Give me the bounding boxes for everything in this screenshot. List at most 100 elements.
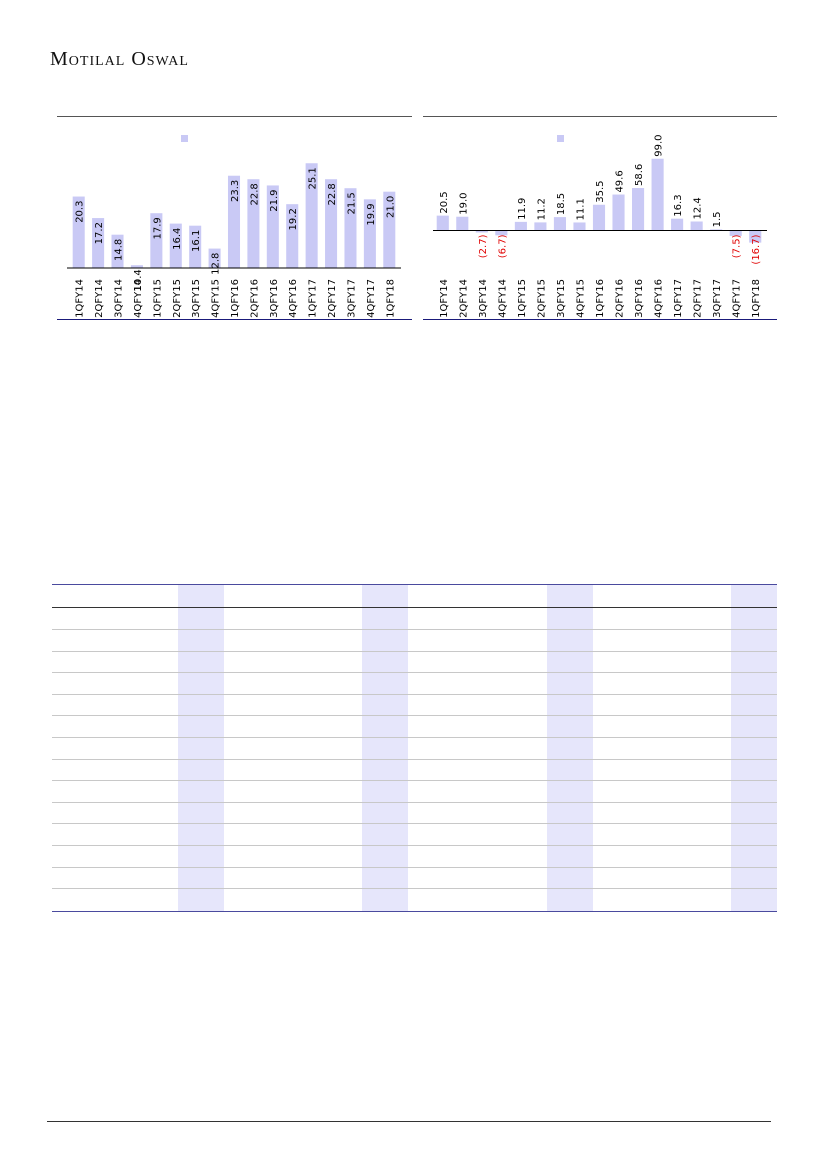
bar [72, 196, 85, 268]
x-tick-label: 4QFY16 [288, 279, 299, 318]
table-row-divider [52, 629, 777, 630]
data-label: 25.1 [308, 167, 319, 189]
table-row-divider [52, 737, 777, 738]
x-tick-label: 1QFY16 [595, 279, 606, 318]
x-tick-label: 2QFY17 [327, 279, 338, 318]
bar [227, 175, 241, 268]
bar [475, 230, 488, 233]
bar [632, 188, 645, 231]
x-tick-label: 2QFY16 [249, 279, 260, 318]
data-label: 19.9 [366, 203, 377, 225]
table-shaded-column [178, 585, 224, 911]
x-tick-label: 1QFY17 [673, 279, 684, 318]
bar [710, 229, 723, 231]
x-tick-label: 4QFY16 [654, 279, 665, 318]
data-label: 58.6 [634, 164, 645, 186]
data-label: 11.2 [536, 198, 547, 220]
data-label: (16.7) [751, 234, 762, 264]
bar [325, 179, 338, 268]
x-tick-label: 4QFY15 [575, 279, 586, 318]
legend-swatch-right [557, 135, 564, 142]
bar [573, 222, 586, 231]
x-tick-label: 3QFY14 [114, 279, 125, 318]
bar [363, 199, 376, 268]
x-tick-label: 3QFY15 [556, 279, 567, 318]
data-label: 99.0 [654, 134, 665, 156]
x-tick-label: 4QFY17 [732, 279, 743, 318]
chart-right-svg: 20.5 1QFY14 19.0 2QFY14 (2.7) 3QFY14 (6.7) 4QFY… [433, 134, 767, 318]
table-row-divider [52, 801, 777, 803]
bar [208, 248, 221, 268]
bar [729, 230, 742, 236]
data-table [52, 584, 777, 912]
x-tick-label: 4QFY14 [497, 279, 508, 318]
table-shaded-column [362, 585, 408, 911]
table-row-divider [52, 715, 777, 717]
x-tick-label: 3QFY14 [478, 279, 489, 318]
x-tick-label: 1QFY15 [152, 279, 163, 318]
company-logo: Motilal Oswal [50, 48, 189, 70]
table-shaded-column [731, 585, 777, 911]
bar [92, 218, 105, 268]
bar [671, 218, 684, 231]
x-tick-label: 2QFY17 [693, 279, 704, 318]
table-row-divider [52, 693, 777, 695]
data-label: 11.1 [575, 198, 586, 220]
legend-swatch-left [181, 135, 188, 142]
data-label: 22.8 [249, 183, 260, 205]
bar [150, 213, 163, 268]
bar [247, 179, 260, 268]
bar [592, 204, 606, 231]
bar [612, 194, 625, 231]
data-label: 17.2 [94, 222, 105, 244]
data-label: 20.5 [439, 191, 450, 213]
data-label: 10.4 [133, 269, 144, 291]
data-label: 17.9 [152, 217, 163, 239]
data-label: 23.3 [230, 180, 241, 202]
x-tick-label: 1QFY18 [385, 279, 396, 318]
bar [553, 217, 566, 231]
table-shaded-column [547, 585, 593, 911]
bar [436, 215, 449, 231]
data-label: 18.5 [556, 193, 567, 215]
table-row-divider [52, 780, 777, 782]
data-label: 12.4 [693, 197, 704, 219]
x-tick-label: 1QFY14 [439, 279, 450, 318]
table-row-divider [52, 845, 777, 846]
data-label: 16.4 [172, 228, 183, 250]
bar [169, 223, 182, 268]
x-tick-label: 4QFY14 [133, 279, 144, 318]
bar [749, 230, 762, 243]
x-tick-label: 2QFY14 [94, 279, 105, 318]
data-label: 19.0 [458, 192, 469, 214]
data-label: 14.8 [114, 239, 125, 261]
bar [514, 221, 527, 231]
x-tick-label: 1QFY17 [308, 279, 319, 318]
data-label: (7.5) [732, 234, 743, 258]
table-row-divider [52, 823, 777, 825]
data-label: 22.8 [327, 183, 338, 205]
x-tick-label: 3QFY15 [191, 279, 202, 318]
x-tick-label: 3QFY16 [269, 279, 280, 318]
x-tick-label: 2QFY15 [536, 279, 547, 318]
bar [266, 185, 279, 268]
bar [111, 234, 124, 268]
x-tick-label: 4QFY15 [211, 279, 222, 318]
x-tick-label: 3QFY16 [634, 279, 645, 318]
chart-left: 20.3 1QFY14 17.2 2QFY14 14.8 3QFY14 10.4 4QFY14… [57, 116, 412, 320]
table-row-divider [52, 672, 777, 674]
data-label: 21.0 [385, 196, 396, 218]
x-tick-label: 1QFY14 [75, 279, 86, 318]
data-label: 1.5 [712, 212, 723, 228]
x-tick-label: 2QFY14 [458, 279, 469, 318]
data-label: 11.9 [517, 198, 528, 220]
table-row-divider [52, 758, 777, 760]
bar [305, 163, 318, 268]
table-row-divider [52, 866, 777, 868]
data-label: 49.6 [615, 170, 626, 192]
x-tick-label: 2QFY16 [615, 279, 626, 318]
chart-right: 20.5 1QFY14 19.0 2QFY14 (2.7) 3QFY14 (6.7) 4QFY… [423, 116, 777, 320]
data-label: 21.5 [346, 192, 357, 214]
bar [286, 204, 299, 268]
bar [651, 158, 664, 231]
